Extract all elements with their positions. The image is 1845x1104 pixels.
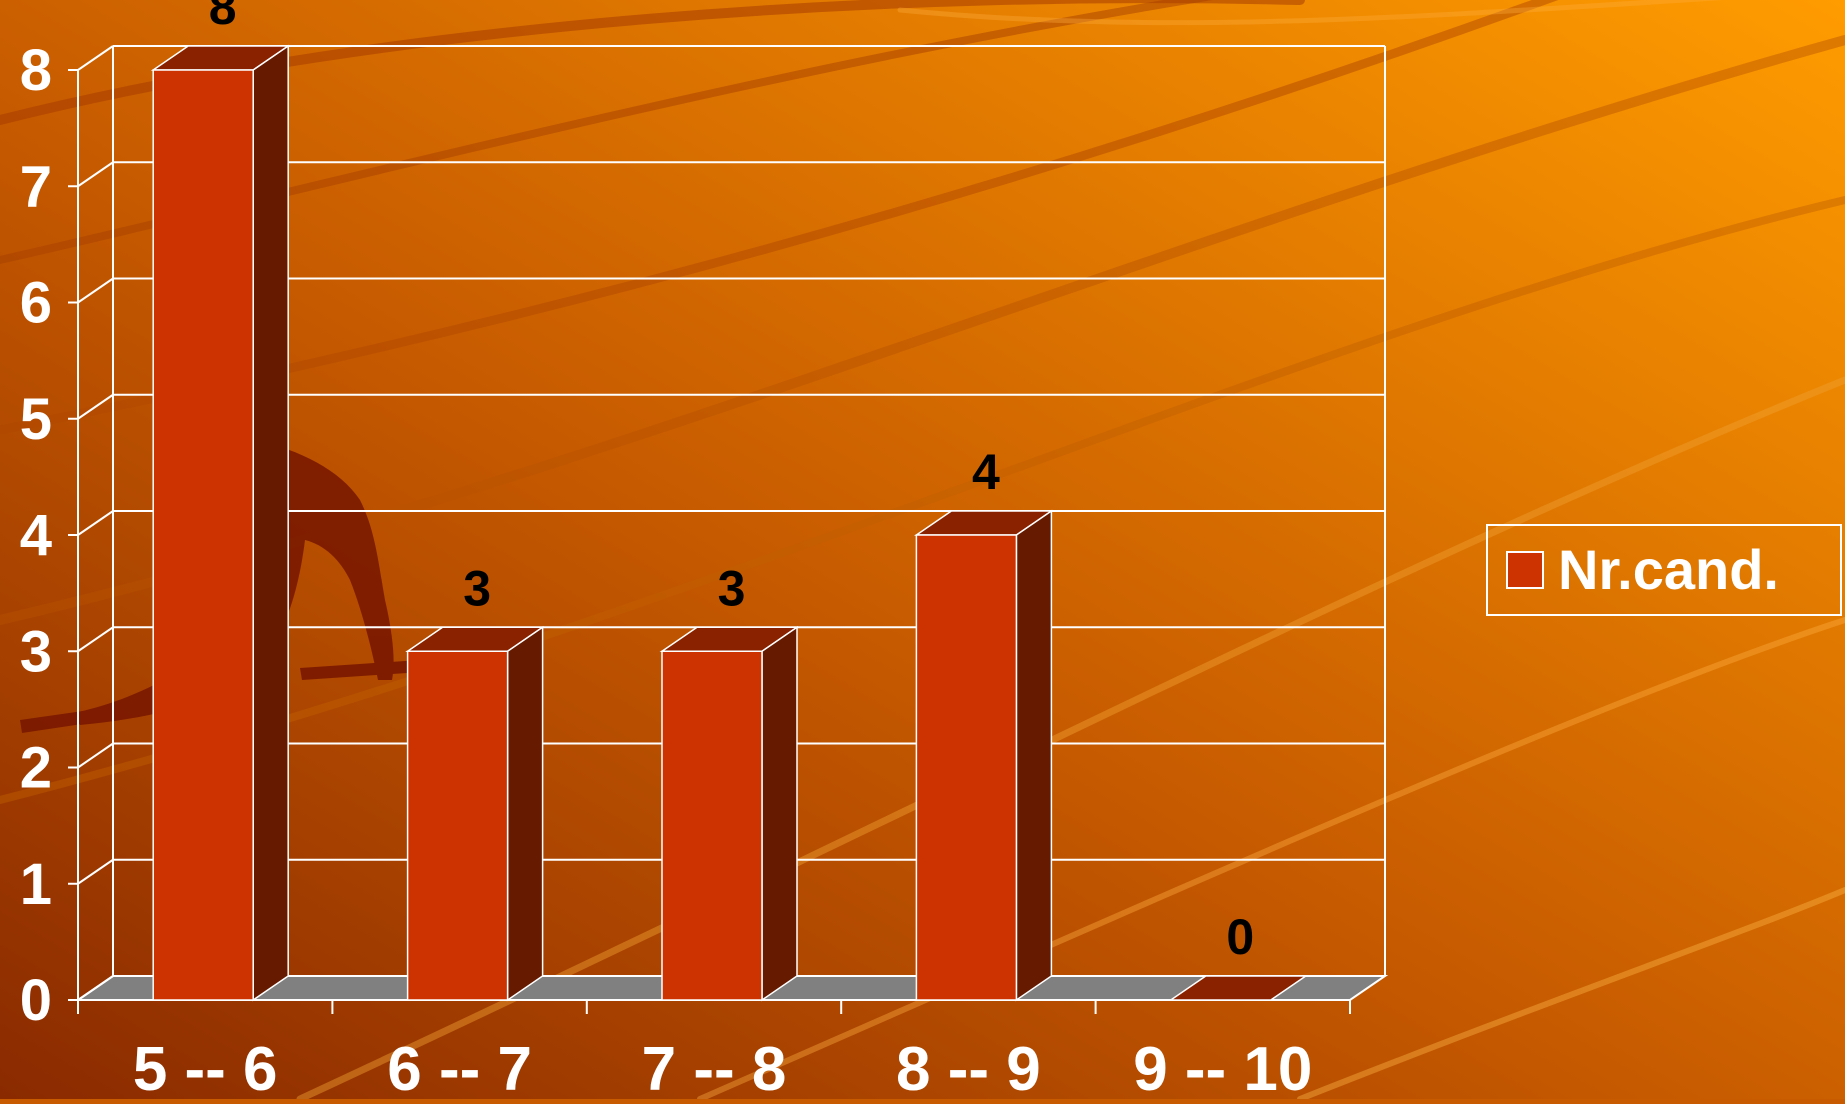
x-tick-label: 7 -- 8 [642, 1035, 787, 1099]
y-tick-label: 1 [20, 852, 52, 917]
gridline-side [77, 45, 114, 71]
y-tick-label: 4 [20, 503, 52, 568]
bar-front-face [661, 650, 763, 1001]
chart-bars [150, 44, 1309, 1002]
legend-swatch [1506, 551, 1544, 589]
bar-front-face [406, 650, 509, 1001]
bar [659, 625, 800, 1002]
y-tick-label: 6 [20, 271, 52, 336]
bar [913, 509, 1054, 1002]
data-label: 8 [209, 0, 237, 35]
bar-side-face [252, 44, 289, 1002]
bar-side-face [506, 625, 544, 1002]
y-tick-label: 8 [20, 38, 52, 103]
y-tick-label: 3 [20, 619, 52, 684]
bar [150, 44, 291, 1002]
gridline-side [77, 858, 114, 885]
y-tick-label: 0 [20, 968, 52, 1033]
gridline-side [77, 161, 114, 188]
data-label: 4 [972, 444, 1000, 500]
bar-front-face [915, 534, 1018, 1001]
gridline-side [77, 626, 114, 653]
gridline-side [77, 277, 114, 304]
gridline-side [77, 393, 114, 420]
chart-labels: 8 5 -- 6 3 6 -- 7 3 7 -- 8 4 8 -- 9 0 9 -- 10 [133, 0, 1313, 1104]
legend-label: Nr.cand. [1558, 538, 1779, 601]
bar-top-face [1168, 975, 1309, 1001]
bar-front-face [152, 69, 254, 1001]
data-label: 3 [463, 560, 491, 616]
bar [1168, 975, 1309, 1001]
gridline-side [77, 510, 114, 536]
x-tick-label: 5 -- 6 [133, 1035, 278, 1099]
chart-legend: Nr.cand. [1486, 524, 1842, 616]
bar-side-face [1015, 509, 1053, 1002]
gridline-side [77, 742, 114, 769]
y-tick-label: 5 [20, 387, 52, 452]
y-tick-label: 7 [20, 154, 52, 219]
bar-side-face [761, 625, 798, 1002]
gridline-side [77, 975, 114, 1001]
x-tick-label: 6 -- 7 [387, 1035, 532, 1099]
y-tick-label: 2 [20, 736, 52, 801]
data-label: 0 [1226, 909, 1254, 965]
bar [405, 625, 546, 1002]
x-tick-label: 9 -- 10 [1133, 1035, 1312, 1099]
x-tick-label: 8 -- 9 [896, 1035, 1041, 1099]
data-label: 3 [718, 560, 746, 616]
